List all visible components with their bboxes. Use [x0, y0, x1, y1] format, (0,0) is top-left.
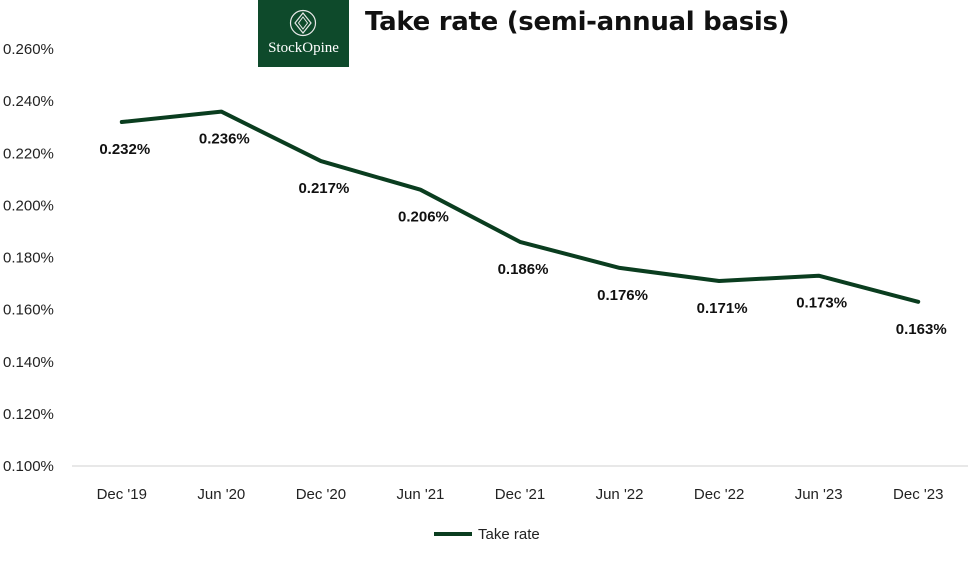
data-label: 0.163% [896, 321, 947, 338]
y-tick-label: 0.120% [3, 406, 54, 423]
y-tick-label: 0.260% [3, 41, 54, 58]
diamond-leaf-icon [289, 9, 317, 37]
x-tick-label: Dec '23 [893, 486, 943, 503]
chart-title: Take rate (semi-annual basis) [365, 7, 790, 37]
x-tick-label: Jun '22 [596, 486, 644, 503]
logo-text: StockOpine [268, 40, 339, 56]
take-rate-series-line [119, 109, 921, 304]
legend-label-take-rate: Take rate [478, 526, 540, 543]
data-label: 0.171% [697, 300, 748, 317]
y-axis: 0.100% 0.120% 0.140% 0.160% 0.180% 0.200% 0.22… [3, 41, 54, 475]
y-tick-label: 0.240% [3, 93, 54, 110]
legend: Take rate [434, 526, 540, 543]
x-tick-label: Dec '22 [694, 486, 744, 503]
data-labels: 0.232% 0.236% 0.217% 0.206% 0.186% 0.176% 0.17… [99, 131, 946, 338]
data-label: 0.232% [99, 141, 150, 158]
data-label: 0.186% [498, 261, 549, 278]
data-label: 0.217% [298, 180, 349, 197]
x-tick-label: Dec '19 [97, 486, 147, 503]
y-tick-label: 0.140% [3, 354, 54, 371]
x-tick-label: Jun '21 [396, 486, 444, 503]
y-tick-label: 0.160% [3, 302, 54, 319]
y-tick-label: 0.220% [3, 145, 54, 162]
stockopine-logo: StockOpine [258, 0, 349, 67]
x-tick-label: Jun '20 [197, 486, 245, 503]
y-tick-label: 0.180% [3, 250, 54, 267]
x-tick-label: Jun '23 [795, 486, 843, 503]
x-tick-label: Dec '21 [495, 486, 545, 503]
x-tick-label: Dec '20 [296, 486, 346, 503]
data-label: 0.176% [597, 287, 648, 304]
data-label: 0.236% [199, 131, 250, 148]
y-tick-label: 0.200% [3, 197, 54, 214]
x-axis: Dec '19 Jun '20 Dec '20 Jun '21 Dec '21 Jun '… [97, 486, 944, 503]
data-label: 0.206% [398, 209, 449, 226]
y-tick-label: 0.100% [3, 458, 54, 475]
data-label: 0.173% [796, 295, 847, 312]
